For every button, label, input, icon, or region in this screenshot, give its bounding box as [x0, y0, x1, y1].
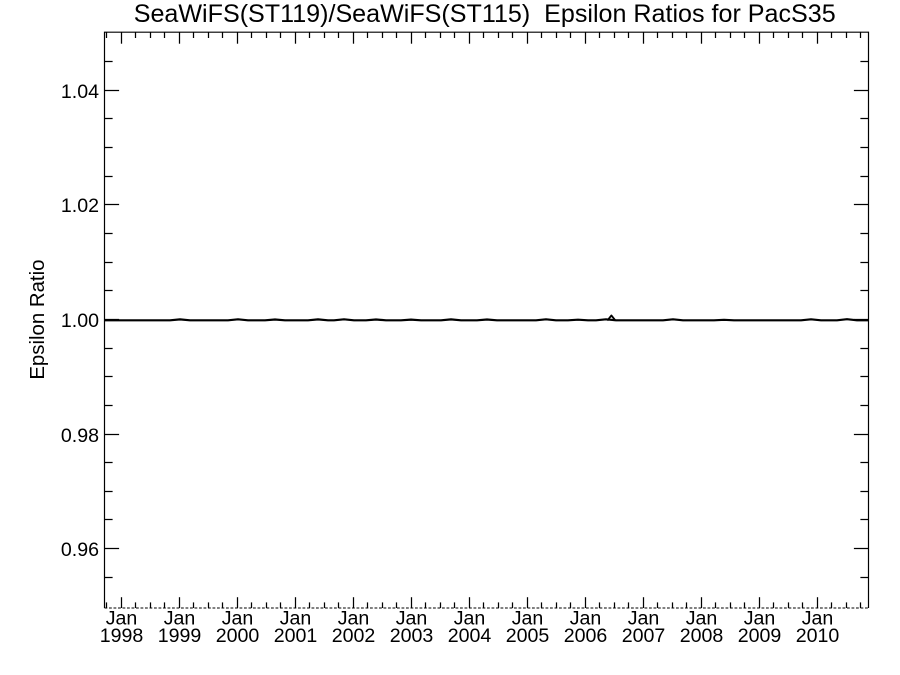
- svg-text:2006: 2006: [564, 625, 608, 647]
- svg-text:Jan: Jan: [802, 608, 834, 630]
- svg-text:Jan: Jan: [164, 608, 196, 630]
- svg-text:2007: 2007: [622, 625, 666, 647]
- svg-text:1.00: 1.00: [61, 310, 99, 332]
- svg-text:Jan: Jan: [396, 608, 428, 630]
- svg-text:2001: 2001: [274, 625, 318, 647]
- svg-text:Jan: Jan: [686, 608, 718, 630]
- svg-text:1.02: 1.02: [61, 195, 99, 217]
- svg-text:1999: 1999: [158, 625, 202, 647]
- svg-text:Jan: Jan: [106, 608, 138, 630]
- svg-text:2004: 2004: [448, 625, 492, 647]
- svg-text:2000: 2000: [216, 625, 260, 647]
- svg-text:1.04: 1.04: [61, 81, 99, 103]
- svg-text:SeaWiFS(ST119)/SeaWiFS(ST115): SeaWiFS(ST119)/SeaWiFS(ST115) Epsilon Ra…: [134, 0, 836, 28]
- svg-text:1998: 1998: [100, 625, 144, 647]
- svg-text:2005: 2005: [506, 625, 550, 647]
- svg-text:Jan: Jan: [570, 608, 602, 630]
- svg-text:Epsilon Ratio: Epsilon Ratio: [27, 260, 49, 380]
- svg-text:2002: 2002: [332, 625, 376, 647]
- svg-text:2003: 2003: [390, 625, 434, 647]
- svg-text:Jan: Jan: [338, 608, 370, 630]
- svg-text:Jan: Jan: [512, 608, 544, 630]
- svg-text:2008: 2008: [680, 625, 724, 647]
- svg-text:Jan: Jan: [222, 608, 254, 630]
- svg-text:2009: 2009: [738, 625, 782, 647]
- svg-text:Jan: Jan: [280, 608, 312, 630]
- svg-text:2010: 2010: [796, 625, 840, 647]
- svg-text:Jan: Jan: [454, 608, 486, 630]
- svg-text:0.96: 0.96: [61, 539, 99, 561]
- svg-text:Jan: Jan: [744, 608, 776, 630]
- svg-text:0.98: 0.98: [61, 425, 99, 447]
- svg-text:Jan: Jan: [628, 608, 660, 630]
